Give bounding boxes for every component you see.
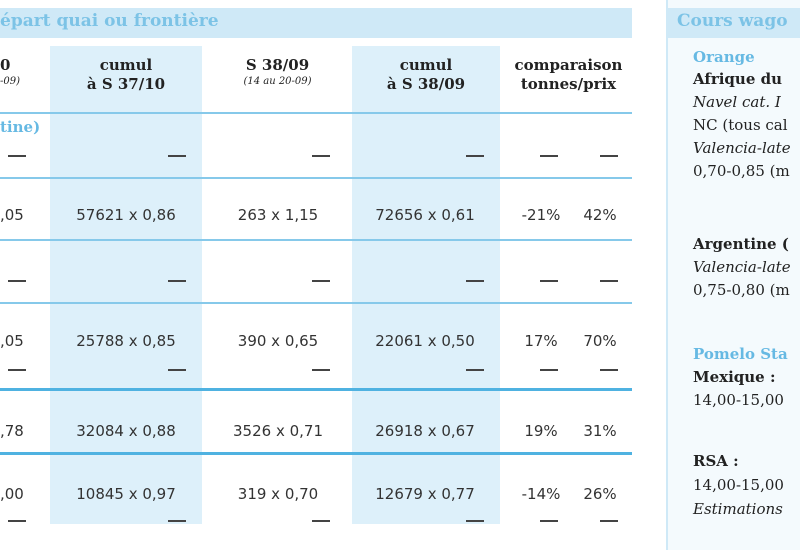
- dash: [312, 155, 330, 157]
- cell-cumul-s38: 22061 x 0,50: [375, 332, 475, 350]
- cell-cumul-s37: 57621 x 0,86: [76, 206, 176, 224]
- dash: [540, 520, 558, 522]
- cell-cumul-s38: 12679 x 0,77: [375, 485, 475, 503]
- dash: [466, 520, 484, 522]
- dash: [8, 155, 26, 157]
- panel-title: Cours wago: [677, 11, 788, 31]
- cell-cumul-s37: 10845 x 0,97: [76, 485, 176, 503]
- price-line: 0,70-0,85 (m: [693, 162, 790, 180]
- header-week-s38: S 38/09 (14 au 20-09): [243, 56, 312, 87]
- cell-col0: ,05: [0, 206, 24, 224]
- cell-tonnes-change: 17%: [524, 332, 558, 350]
- cell-cumul-s38: 72656 x 0,61: [375, 206, 475, 224]
- cell-price-change: 42%: [583, 206, 617, 224]
- dash: [540, 369, 558, 371]
- cell-col0: ,00: [0, 485, 24, 503]
- cell-price-change: 26%: [583, 485, 617, 503]
- header-cumul-s38: cumul à S 38/09: [386, 56, 466, 93]
- header-comparison: comparaison tonnes/prix: [514, 56, 623, 93]
- table-title: épart quai ou frontière: [0, 11, 219, 31]
- cell-col0: ,78: [0, 422, 24, 440]
- dash: [466, 369, 484, 371]
- cell-price-change: 31%: [583, 422, 617, 440]
- dash: [168, 369, 186, 371]
- price-line: 14,00-15,00: [693, 476, 784, 494]
- variety-line: Navel cat. I: [693, 93, 781, 111]
- product-heading: Orange: [693, 48, 755, 66]
- dash: [466, 280, 484, 282]
- cell-col0: ,05: [0, 332, 24, 350]
- dash: [168, 280, 186, 282]
- variety-line: Valencia-late: [693, 258, 791, 276]
- origin-heading: Argentine (: [693, 235, 789, 253]
- dash: [466, 155, 484, 157]
- cell-tonnes-change: 19%: [524, 422, 558, 440]
- cell-cumul-s37: 25788 x 0,85: [76, 332, 176, 350]
- dash: [312, 369, 330, 371]
- product-heading: Pomelo Sta: [693, 345, 788, 363]
- origin-heading: Afrique du: [693, 70, 782, 88]
- dash: [540, 280, 558, 282]
- price-line: 14,00-15,00: [693, 391, 784, 409]
- dash: [8, 369, 26, 371]
- dash: [600, 155, 618, 157]
- footnote: Estimations: [693, 500, 783, 518]
- dash: [312, 520, 330, 522]
- divider: [0, 388, 632, 391]
- dash: [8, 280, 26, 282]
- cell-cumul-s37: 32084 x 0,88: [76, 422, 176, 440]
- cell-tonnes-change: -21%: [521, 206, 561, 224]
- origin-heading: Mexique :: [693, 368, 776, 386]
- cumul-column-band-2: [352, 46, 500, 524]
- variety-line: Valencia-late: [693, 139, 791, 157]
- wagon-prices-panel: Cours wago Orange Afrique du Navel cat. …: [666, 0, 800, 550]
- cell-cumul-s38: 26918 x 0,67: [375, 422, 475, 440]
- price-table: épart quai ou frontière 0 -09) cumul à S…: [0, 8, 632, 524]
- dash: [168, 155, 186, 157]
- cumul-column-band-1: [50, 46, 202, 524]
- dash: [168, 520, 186, 522]
- table-title-bar: épart quai ou frontière: [0, 8, 632, 38]
- divider: [0, 452, 632, 455]
- origin-heading: RSA :: [693, 452, 739, 470]
- price-line: 0,75-0,80 (m: [693, 281, 790, 299]
- header-col0: 0 -09): [0, 56, 21, 87]
- price-line: NC (tous cal: [693, 116, 788, 134]
- cell-week-s38: 319 x 0,70: [237, 485, 319, 503]
- cell-tonnes-change: -14%: [521, 485, 561, 503]
- origin-label: tine): [0, 118, 41, 136]
- dash: [600, 520, 618, 522]
- dash: [600, 369, 618, 371]
- cell-price-change: 70%: [583, 332, 617, 350]
- divider: [0, 112, 632, 114]
- dash: [8, 520, 26, 522]
- panel-title-bar: Cours wago: [668, 8, 800, 38]
- divider: [0, 239, 632, 241]
- cell-week-s38: 263 x 1,15: [237, 206, 319, 224]
- divider: [0, 177, 632, 179]
- dash: [540, 155, 558, 157]
- dash: [312, 280, 330, 282]
- header-cumul-s37: cumul à S 37/10: [86, 56, 166, 93]
- cell-week-s38: 390 x 0,65: [237, 332, 319, 350]
- divider: [0, 302, 632, 304]
- cell-week-s38: 3526 x 0,71: [233, 422, 323, 440]
- dash: [600, 280, 618, 282]
